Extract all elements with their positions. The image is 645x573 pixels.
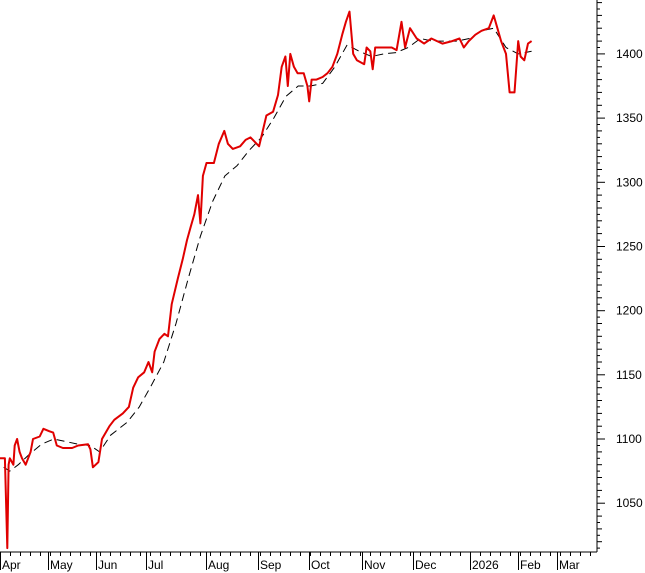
y-tick-label: 1200 bbox=[616, 304, 643, 318]
x-tick-label: Nov bbox=[364, 558, 385, 572]
x-tick-label: May bbox=[50, 558, 73, 572]
x-tick-label: Feb bbox=[520, 558, 541, 572]
x-tick-label: 2026 bbox=[472, 558, 499, 572]
y-tick-label: 1150 bbox=[616, 368, 642, 382]
x-tick-label: Oct bbox=[311, 558, 330, 572]
x-tick-label: Apr bbox=[2, 558, 21, 572]
y-tick-label: 1300 bbox=[616, 175, 643, 189]
y-tick-label: 1250 bbox=[616, 240, 643, 254]
x-tick-label: Dec bbox=[415, 558, 436, 572]
y-tick-label: 1350 bbox=[616, 111, 643, 125]
plot-area bbox=[0, 10, 533, 550]
x-tick-label: Aug bbox=[208, 558, 229, 572]
y-axis-ticks: 1050 1100 1150 1200 1250 1300 1350 1400 bbox=[597, 2, 643, 549]
x-tick-label: Jun bbox=[98, 558, 117, 572]
y-tick-label: 1100 bbox=[616, 432, 642, 446]
x-tick-label: Mar bbox=[559, 558, 580, 572]
x-tick-label: Sep bbox=[260, 558, 282, 572]
x-tick-label: Jul bbox=[148, 558, 163, 572]
series-line-1 bbox=[0, 10, 533, 550]
x-axis-ticks: Apr May Jun Jul Aug Sep Oct Nov Dec 2026 Feb Mar bbox=[0, 552, 591, 572]
y-tick-label: 1050 bbox=[616, 496, 643, 510]
y-tick-label: 1400 bbox=[616, 47, 643, 61]
